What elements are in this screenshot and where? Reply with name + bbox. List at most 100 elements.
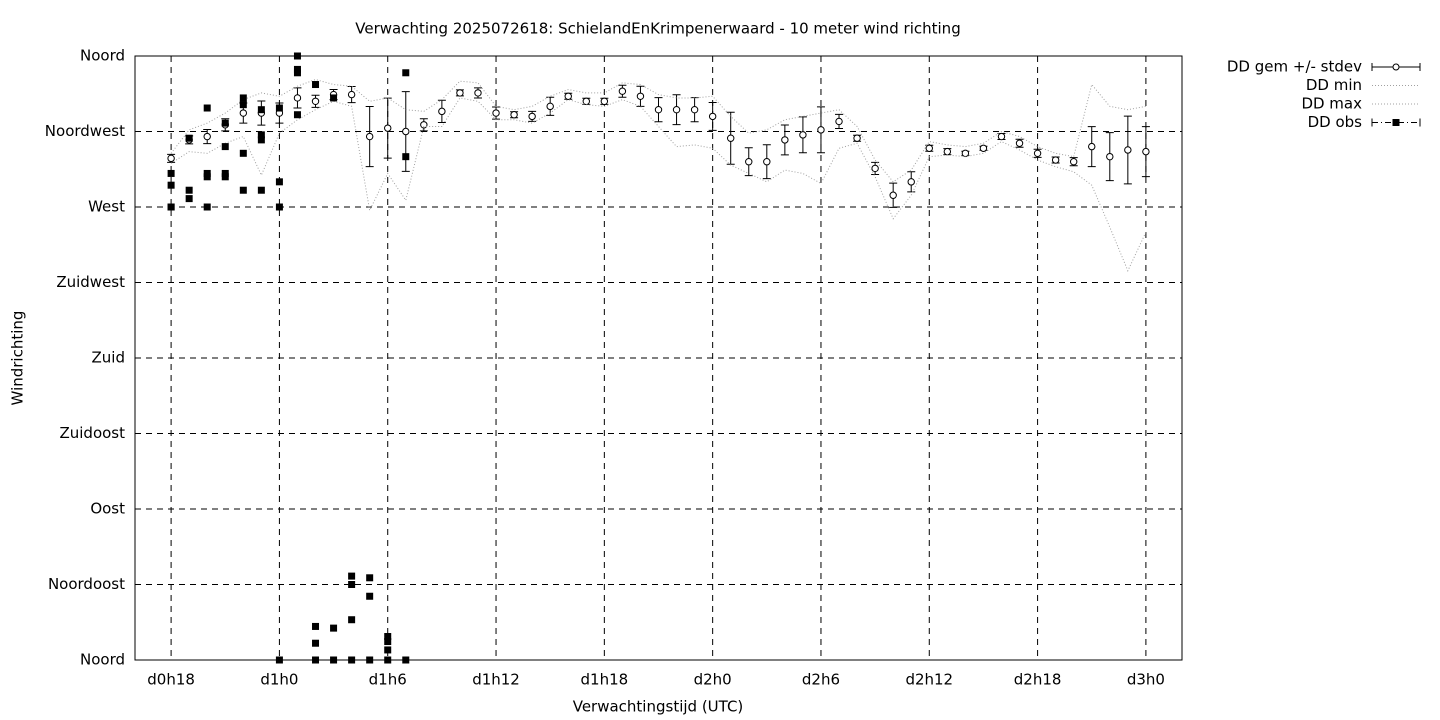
mean-point [672, 105, 681, 114]
obs-point [203, 203, 211, 211]
mean-point [582, 97, 590, 106]
obs-point [257, 136, 265, 144]
obs-point [221, 173, 229, 181]
range-line [170, 97, 1147, 272]
mean-point [943, 147, 952, 156]
legend-label: DD min [1306, 76, 1362, 94]
plot-border [134, 55, 1183, 661]
mean-point [528, 112, 536, 121]
mean-point [889, 191, 897, 199]
y-tick-label: West [88, 198, 125, 216]
mean-point [997, 132, 1006, 141]
obs-point [167, 203, 175, 211]
mean-point [690, 105, 699, 114]
y-axis-label: Windrichting [9, 311, 27, 406]
obs-point [167, 181, 175, 189]
obs-point [167, 169, 175, 177]
x-tick-label: d2h12 [905, 671, 953, 689]
y-tick-label: Noordoost [48, 575, 125, 593]
y-tick-label: Noord [80, 651, 125, 669]
obs-point [275, 203, 283, 211]
mean-point [654, 105, 663, 114]
mean-point [384, 124, 392, 132]
x-axis-label: Verwachtingstijd (UTC) [573, 698, 744, 716]
x-tick-label: d1h12 [472, 671, 520, 689]
legend-label: DD max [1301, 95, 1362, 113]
mean-point [1106, 152, 1114, 161]
obs-point [348, 581, 356, 588]
chart-title: Verwachting 2025072618: SchielandEnKrimp… [355, 20, 960, 38]
obs-point [384, 638, 392, 646]
x-tick-label: d0h18 [147, 671, 195, 689]
obs-point [330, 624, 338, 632]
y-tick-label: Noord [80, 47, 125, 65]
legend-label: DD gem +/- stdev [1227, 58, 1362, 76]
obs-point [348, 656, 356, 664]
x-tick-label: d2h6 [802, 671, 840, 689]
mean-point [871, 164, 879, 173]
mean-point [510, 111, 518, 119]
mean-point [600, 97, 609, 106]
obs-point [366, 592, 374, 600]
y-tick-label: Oost [90, 500, 125, 518]
obs-point [239, 101, 247, 109]
y-tick-label: Zuidoost [59, 424, 125, 442]
mean-point [420, 121, 428, 129]
obs-point [330, 656, 338, 664]
mean-point [1051, 156, 1060, 164]
obs-point [257, 106, 265, 114]
x-tick-label: d3h0 [1127, 671, 1165, 689]
mean-point [167, 154, 175, 163]
obs-point [203, 104, 211, 112]
mean-point [438, 107, 446, 116]
mean-point [1069, 158, 1078, 166]
obs-point [366, 574, 374, 582]
mean-point [835, 117, 843, 126]
obs-point [402, 69, 410, 77]
obs-point [402, 656, 410, 664]
obs-point [185, 186, 193, 194]
mean-point [1088, 142, 1096, 151]
mean-point [546, 102, 554, 111]
mean-point [961, 149, 970, 158]
mean-point [239, 109, 248, 117]
obs-point [293, 111, 301, 119]
mean-point [763, 158, 771, 166]
mean-point [293, 94, 302, 102]
obs-point [366, 656, 374, 664]
obs-point [312, 81, 320, 89]
obs-point [257, 131, 265, 139]
obs-point [293, 52, 301, 60]
obs-point [239, 149, 247, 157]
mean-point [979, 144, 988, 152]
obs-point [384, 633, 392, 641]
mean-point [907, 178, 915, 186]
mean-point [311, 97, 320, 106]
range-line [170, 78, 1146, 183]
legend-symbol [1392, 63, 1400, 71]
mean-point [1124, 146, 1132, 154]
mean-point [636, 92, 645, 100]
mean-point [492, 109, 500, 117]
mean-point [1033, 149, 1042, 158]
mean-point [203, 132, 211, 141]
x-tick-label: d2h18 [1014, 671, 1062, 689]
mean-point [853, 134, 861, 142]
obs-point [348, 572, 356, 580]
obs-point [203, 173, 211, 181]
obs-point [221, 119, 229, 127]
obs-point [185, 195, 193, 203]
y-tick-label: Zuid [92, 349, 125, 367]
obs-point [402, 153, 410, 161]
x-tick-label: d1h6 [369, 671, 407, 689]
legend-symbol [1392, 119, 1400, 126]
x-tick-label: d2h0 [694, 671, 732, 689]
obs-point [384, 656, 392, 664]
obs-point [384, 646, 392, 654]
obs-point [312, 622, 320, 630]
mean-point [474, 89, 482, 97]
mean-point [365, 132, 374, 141]
mean-point [456, 89, 464, 97]
obs-point [330, 94, 338, 102]
